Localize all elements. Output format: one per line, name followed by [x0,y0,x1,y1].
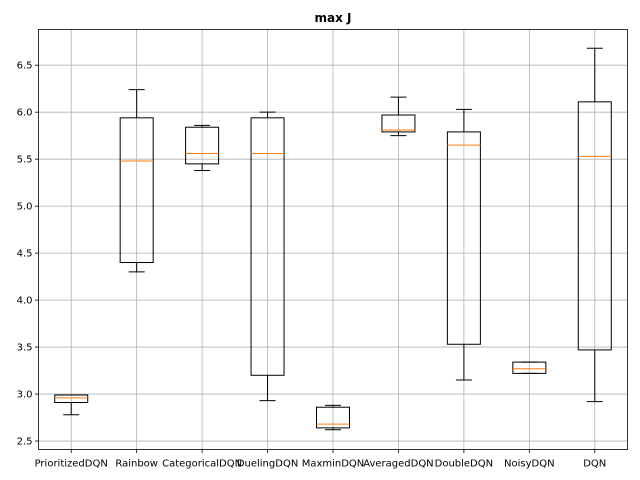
y-tick-label: 6.0 [17,108,33,119]
box-group [54,394,89,416]
x-tick-label: CategoricalDQN [162,459,242,470]
box-group [119,89,154,273]
x-tick-label: AveragedDQN [363,459,433,470]
iqr-box [381,114,416,133]
iqr-box [250,117,285,376]
iqr-box [54,394,89,404]
iqr-box [119,117,154,264]
box-group [250,111,285,402]
iqr-box [185,126,220,165]
iqr-box [446,131,481,345]
box-group [446,108,481,381]
x-tick-label: PrioritizedDQN [35,459,108,470]
x-tick-label: MaxminDQN [302,459,365,470]
y-tick-label: 3.5 [17,343,33,354]
tick-layer: 2.5 3.0 3.5 4.0 4.5 5.0 5.5 6.0 6.5 PrioritizedDQ… [17,61,607,470]
y-tick-label: 5.0 [17,202,33,213]
grid-layer [38,29,628,450]
y-tick-label: 4.5 [17,249,33,260]
y-tick-label: 6.5 [17,61,33,72]
x-tick-label: DuelingDQN [237,459,298,470]
chart-title: max J [315,11,352,25]
iqr-box [316,406,350,429]
box-group [381,96,416,137]
x-tick-label: DoubleDQN [435,459,494,470]
y-tick-label: 3.0 [17,390,33,401]
x-tick-label: Rainbow [115,459,158,470]
iqr-box [512,361,547,374]
box-group [185,124,220,171]
x-tick-label: DQN [583,459,606,470]
axes-frame [38,29,628,450]
x-tick-label: NoisyDQN [504,459,555,470]
y-tick-label: 2.5 [17,437,33,448]
iqr-box [577,101,612,351]
y-tick-label: 4.0 [17,296,33,307]
box-group [316,404,350,431]
box-layer [54,47,612,431]
box-group [512,361,547,374]
y-tick-label: 5.5 [17,155,33,166]
box-group [577,47,612,403]
